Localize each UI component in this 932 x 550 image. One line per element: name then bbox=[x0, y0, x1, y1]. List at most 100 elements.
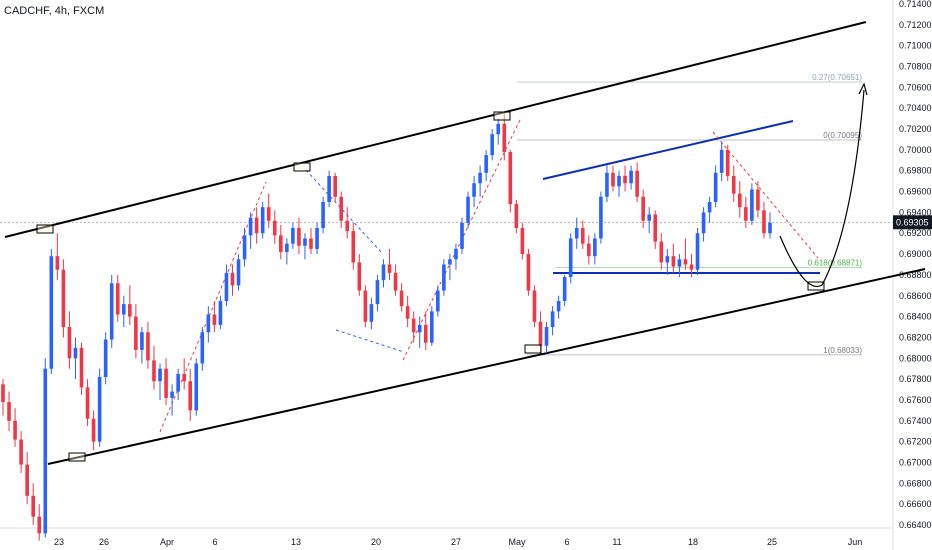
candle bbox=[285, 238, 289, 265]
candle bbox=[695, 228, 700, 275]
candle-body bbox=[43, 368, 48, 534]
y-tick-label: 0.66800 bbox=[899, 478, 932, 488]
candle bbox=[381, 259, 386, 288]
candle bbox=[43, 358, 48, 538]
y-tick-label: 0.67600 bbox=[899, 395, 932, 405]
candle bbox=[109, 274, 114, 348]
candle bbox=[260, 201, 265, 239]
candle bbox=[103, 332, 108, 385]
candle-body bbox=[508, 151, 513, 205]
pivot-marker-box bbox=[524, 344, 542, 354]
candle-body bbox=[206, 314, 211, 333]
candle-body bbox=[744, 207, 748, 221]
y-tick-label: 0.69200 bbox=[899, 228, 932, 238]
candle bbox=[605, 165, 609, 202]
candle-body bbox=[629, 170, 633, 184]
candle-body bbox=[387, 264, 392, 273]
y-tick-label: 0.68800 bbox=[899, 270, 932, 280]
candle-body bbox=[683, 259, 688, 265]
y-tick-label: 0.67200 bbox=[899, 437, 932, 447]
candle-body bbox=[635, 170, 639, 197]
candle-body bbox=[484, 155, 488, 173]
candle-body bbox=[109, 283, 114, 340]
candle bbox=[423, 311, 428, 350]
candle bbox=[719, 141, 724, 182]
candle-body bbox=[176, 373, 180, 392]
x-tick-label: Apr bbox=[160, 537, 174, 547]
candle-body bbox=[460, 222, 464, 249]
candle-body bbox=[297, 228, 301, 246]
candle-body bbox=[25, 464, 29, 496]
pivot-marker-box bbox=[293, 162, 311, 172]
candle bbox=[369, 297, 374, 330]
fib-level-label: 1(0.68033) bbox=[823, 346, 862, 355]
candle-body bbox=[756, 189, 760, 211]
candle-body bbox=[19, 439, 23, 465]
y-tick-label: 0.69600 bbox=[899, 187, 932, 197]
x-tick-label: 18 bbox=[688, 537, 698, 547]
candle-body bbox=[1, 384, 5, 403]
candle bbox=[115, 274, 120, 322]
candle bbox=[254, 207, 259, 244]
candle bbox=[768, 212, 772, 239]
candle-body bbox=[351, 231, 356, 263]
x-tick-label: Jun bbox=[848, 537, 863, 547]
candle-body bbox=[266, 207, 271, 221]
candle bbox=[508, 149, 513, 213]
y-tick-label: 0.68200 bbox=[899, 332, 932, 342]
y-tick-label: 0.69400 bbox=[899, 207, 932, 217]
candle bbox=[182, 358, 186, 390]
candle bbox=[460, 217, 464, 255]
candle-body bbox=[593, 238, 597, 257]
candle-body bbox=[91, 418, 96, 442]
candle-body bbox=[587, 243, 591, 257]
y-tick-label: 0.71000 bbox=[899, 41, 932, 51]
candle-body bbox=[762, 210, 766, 234]
channel-lower-line bbox=[47, 268, 926, 465]
candle-body bbox=[478, 172, 482, 184]
candle-body bbox=[315, 228, 319, 249]
candle-body bbox=[363, 290, 368, 322]
candle-body bbox=[309, 238, 313, 249]
candle bbox=[750, 183, 754, 225]
candle-body bbox=[411, 318, 416, 333]
x-tick-label: 27 bbox=[451, 537, 461, 547]
x-tick-label: 6 bbox=[564, 537, 569, 547]
candle bbox=[31, 483, 35, 525]
channel-upper-line bbox=[4, 21, 867, 238]
candle bbox=[236, 254, 241, 291]
candle-body bbox=[357, 262, 362, 291]
candle bbox=[279, 224, 283, 260]
candle bbox=[405, 295, 410, 328]
candle bbox=[19, 431, 23, 473]
y-tick-label: 0.66600 bbox=[899, 499, 932, 509]
candle-body bbox=[689, 264, 694, 270]
x-tick-label: 6 bbox=[212, 537, 217, 547]
x-tick-label: 23 bbox=[54, 537, 64, 547]
candle bbox=[140, 327, 144, 364]
candle bbox=[417, 316, 422, 348]
candle-body bbox=[164, 368, 168, 398]
candle-body bbox=[671, 256, 676, 267]
candle bbox=[466, 191, 470, 229]
candle bbox=[146, 321, 150, 369]
candle bbox=[635, 162, 639, 202]
candle-body bbox=[580, 228, 585, 244]
candle-body bbox=[236, 259, 241, 286]
candle-body bbox=[653, 214, 658, 242]
y-tick-label: 0.70800 bbox=[899, 62, 932, 72]
candle-body bbox=[200, 332, 205, 364]
candle-body bbox=[768, 222, 772, 234]
candle bbox=[73, 337, 78, 380]
candle bbox=[653, 210, 658, 249]
candle bbox=[61, 259, 66, 338]
candle bbox=[91, 410, 96, 450]
candle bbox=[97, 368, 102, 447]
candle bbox=[164, 358, 168, 406]
candle bbox=[550, 306, 555, 336]
candle-body bbox=[230, 272, 235, 286]
candle bbox=[393, 264, 398, 296]
candle-body bbox=[617, 175, 621, 187]
candle-body bbox=[393, 272, 398, 291]
